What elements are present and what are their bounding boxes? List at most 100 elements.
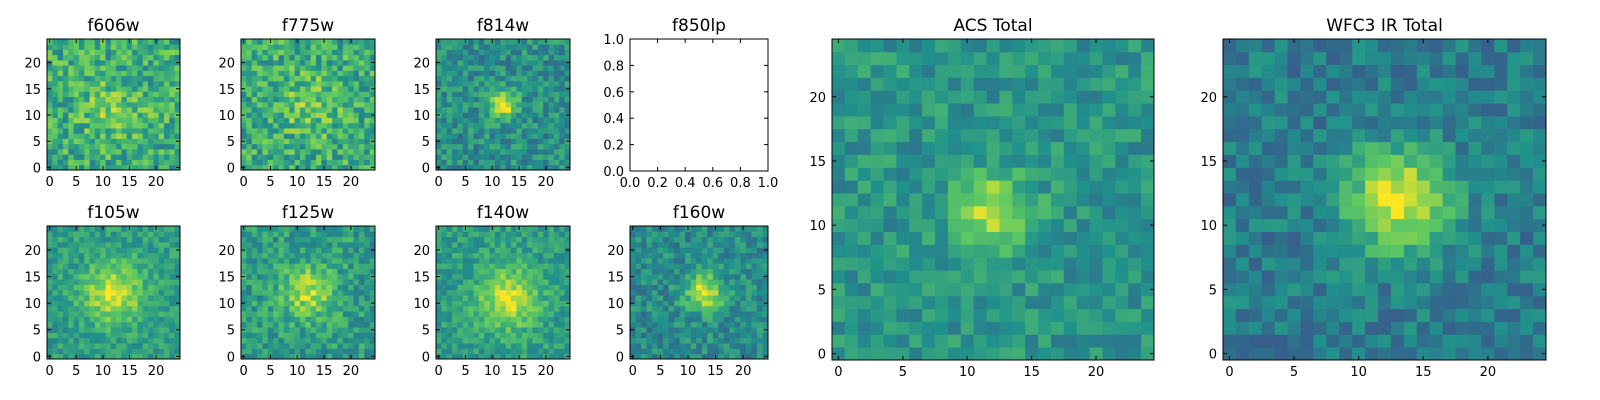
heatmap-cell xyxy=(148,75,154,82)
heatmap-cell xyxy=(986,270,1000,284)
heatmap-cell xyxy=(105,86,112,92)
heatmap-cell xyxy=(707,268,714,275)
heatmap-cell xyxy=(947,295,962,310)
heatmap-cell xyxy=(337,343,344,349)
heatmap-cell xyxy=(257,268,263,275)
heatmap-cell xyxy=(348,327,354,333)
heatmap-cell xyxy=(679,252,686,259)
heatmap-cell xyxy=(537,247,544,253)
heatmap-cell xyxy=(446,289,453,296)
heatmap-cell xyxy=(553,268,560,275)
heatmap-cell xyxy=(126,279,133,285)
heatmap-cell xyxy=(446,133,453,139)
heatmap-cell xyxy=(478,117,485,124)
heatmap-cell xyxy=(174,75,181,82)
y-tick-label: 10 xyxy=(24,109,41,124)
heatmap-cell xyxy=(73,241,80,248)
heatmap-cell xyxy=(473,138,480,145)
heatmap-cell xyxy=(452,117,458,124)
heatmap-cell xyxy=(478,327,485,333)
heatmap-cell xyxy=(668,337,675,344)
heatmap-cell xyxy=(369,128,376,134)
heatmap-cell xyxy=(548,44,555,50)
heatmap-cell xyxy=(273,91,279,98)
heatmap-cell xyxy=(342,107,349,113)
y-tick-label: 1.0 xyxy=(603,33,624,48)
heatmap-cell xyxy=(278,149,285,155)
heatmap-cell xyxy=(342,59,349,66)
heatmap-cell xyxy=(62,70,69,77)
heatmap-cell xyxy=(718,279,725,285)
heatmap-cell xyxy=(712,257,719,264)
heatmap-cell xyxy=(294,321,301,328)
heatmap-cell xyxy=(505,75,512,82)
heatmap-cell xyxy=(652,247,658,253)
heatmap-cell xyxy=(543,112,549,118)
heatmap-cell xyxy=(57,236,64,243)
heatmap-cell xyxy=(84,154,90,160)
heatmap-cell xyxy=(174,332,181,339)
heatmap-cell xyxy=(326,257,333,264)
heatmap-cell xyxy=(299,54,306,61)
heatmap-cell xyxy=(137,65,144,71)
heatmap-cell xyxy=(262,300,269,307)
heatmap-cell xyxy=(756,268,763,275)
heatmap-cell xyxy=(126,70,133,77)
heatmap-cell xyxy=(116,159,122,166)
heatmap-cell xyxy=(630,348,636,355)
heatmap-cell xyxy=(337,143,344,150)
heatmap-cell xyxy=(521,353,528,360)
heatmap-cell xyxy=(527,279,533,285)
heatmap-cell xyxy=(543,54,549,61)
heatmap-cell xyxy=(57,117,64,124)
heatmap-cell xyxy=(701,231,708,238)
heatmap-cell xyxy=(251,75,258,82)
heatmap-cell xyxy=(126,159,133,166)
heatmap-cell xyxy=(299,101,306,108)
heatmap-cell xyxy=(896,321,910,335)
heatmap-cell xyxy=(251,44,258,50)
heatmap-cell xyxy=(657,273,664,280)
heatmap-cell xyxy=(1141,308,1155,322)
heatmap-cell xyxy=(121,268,128,275)
heatmap-cell xyxy=(679,241,686,248)
heatmap-cell xyxy=(321,284,328,291)
heatmap-cell xyxy=(89,316,96,323)
heatmap-cell xyxy=(132,65,138,71)
heatmap-cell xyxy=(68,348,74,355)
heatmap-cell xyxy=(174,348,181,355)
heatmap-cell xyxy=(267,44,274,50)
heatmap-cell xyxy=(100,343,106,349)
heatmap-cell xyxy=(299,289,306,296)
heatmap-cell xyxy=(310,149,317,155)
heatmap-cell xyxy=(251,247,258,253)
heatmap-cell xyxy=(564,75,571,82)
heatmap-cell xyxy=(532,241,539,248)
heatmap-cell xyxy=(516,101,523,108)
heatmap-cell xyxy=(262,86,269,92)
heatmap-cell xyxy=(310,327,317,333)
heatmap-cell xyxy=(832,308,846,322)
heatmap-cell xyxy=(110,231,117,238)
heatmap-cell xyxy=(1012,244,1026,258)
heatmap-cell xyxy=(78,279,85,285)
heatmap-cell xyxy=(1025,282,1039,297)
heatmap-cell xyxy=(751,279,758,285)
heatmap-cell xyxy=(316,117,322,124)
heatmap-cell xyxy=(116,236,122,243)
heatmap-cell xyxy=(153,133,160,139)
heatmap-cell xyxy=(358,273,365,280)
heatmap-cell xyxy=(110,44,117,50)
heatmap-cell xyxy=(436,252,442,259)
heatmap-cell xyxy=(559,263,566,269)
heatmap-cell xyxy=(332,154,338,160)
heatmap-cell xyxy=(164,143,170,150)
heatmap-cell xyxy=(289,159,295,166)
heatmap-cell xyxy=(326,295,333,301)
heatmap-cell xyxy=(973,205,987,220)
x-tick-label: 0 xyxy=(435,175,443,190)
heatmap-cell xyxy=(257,305,263,312)
heatmap-cell xyxy=(278,44,285,50)
heatmap-cell xyxy=(707,295,714,301)
heatmap-cell xyxy=(105,279,112,285)
